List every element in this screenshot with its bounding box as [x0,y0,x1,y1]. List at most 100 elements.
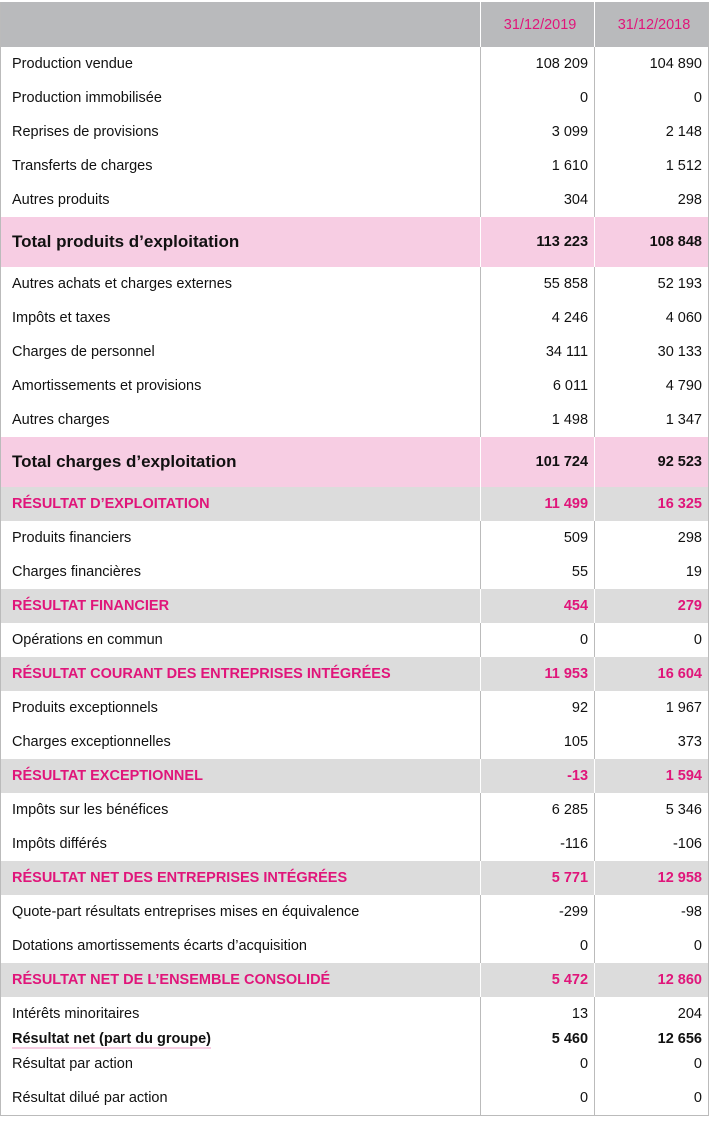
value-2018: 0 [594,1047,709,1081]
row-label-text: RÉSULTAT NET DES ENTREPRISES INTÉGRÉES [12,870,348,886]
row-label-text: Total charges d’exploitation [12,452,237,471]
value-2018: 298 [594,521,709,555]
value-2018: 16 325 [594,487,709,521]
row-label: Amortissements et provisions [0,369,481,403]
row-label-text: Produits exceptionnels [12,700,158,716]
value-2019: 101 724 [480,437,595,487]
value-2019: 13 [480,997,595,1031]
row-label: Production vendue [0,47,481,81]
value-2018: 52 193 [594,267,709,301]
value-2018: 108 848 [594,217,709,267]
row-label-text: Résultat net (part du groupe) [12,1031,211,1049]
row-label: Charges financières [0,555,481,589]
row-label: Résultat par action [0,1047,481,1081]
value-2018: 0 [594,929,709,963]
table-row: Autres achats et charges externes 55 858 5… [0,267,709,301]
value-2018: 104 890 [594,47,709,81]
table-row: Transferts de charges 1 610 1 512 [0,149,709,183]
value-2018: 279 [594,589,709,623]
row-label: Transferts de charges [0,149,481,183]
row-label-text: Impôts et taxes [12,310,111,326]
row-label: RÉSULTAT COURANT DES ENTREPRISES INTÉGRÉ… [0,657,481,691]
value-2019: 55 [480,555,595,589]
value-2019: 0 [480,623,595,657]
row-label-text: Intérêts minoritaires [12,1006,140,1022]
value-2019: 5 472 [480,963,595,997]
value-2019: 0 [480,81,595,115]
value-2019: 1 498 [480,403,595,437]
value-2018: 5 346 [594,793,709,827]
row-label-text: Quote-part résultats entreprises mises e… [12,904,360,920]
table-row: Production immobilisée 0 0 [0,81,709,115]
table-row: Charges financières 55 19 [0,555,709,589]
value-2019: 6 285 [480,793,595,827]
row-label-text: Charges de personnel [12,344,155,360]
value-2019: 0 [480,1081,595,1116]
value-2018: 19 [594,555,709,589]
value-2019: 509 [480,521,595,555]
header-label [0,2,481,47]
value-2019: 0 [480,1047,595,1081]
table-row: Charges exceptionnelles 105 373 [0,725,709,759]
table-row: Opérations en commun 0 0 [0,623,709,657]
value-2019: 108 209 [480,47,595,81]
table-header-row: 31/12/2019 31/12/2018 [0,2,709,47]
result-row: RÉSULTAT NET DE L’ENSEMBLE CONSOLIDÉ 5 47… [0,963,709,997]
row-label: Reprises de provisions [0,115,481,149]
table-row: Résultat par action 0 0 [0,1047,709,1081]
value-2018: 92 523 [594,437,709,487]
value-2019: 34 111 [480,335,595,369]
value-2019: 105 [480,725,595,759]
value-2019: -13 [480,759,595,793]
row-label: Impôts et taxes [0,301,481,335]
value-2019: 1 610 [480,149,595,183]
row-label-text: Production immobilisée [12,90,162,106]
row-label-text: RÉSULTAT EXCEPTIONNEL [12,768,203,784]
value-2018: 298 [594,183,709,217]
table-row: Production vendue 108 209 104 890 [0,47,709,81]
row-label: Résultat net (part du groupe) [1,1031,481,1049]
table-row: Amortissements et provisions 6 011 4 790 [0,369,709,403]
total-row: Total produits d’exploitation 113 223 108 … [0,217,709,267]
value-2019: 113 223 [480,217,595,267]
table-row: Autres charges 1 498 1 347 [0,403,709,437]
result-row: RÉSULTAT NET DES ENTREPRISES INTÉGRÉES 5 … [0,861,709,895]
row-label: Impôts différés [0,827,481,861]
row-label-text: Résultat dilué par action [12,1090,168,1106]
row-label: Impôts sur les bénéfices [0,793,481,827]
table-row: Impôts et taxes 4 246 4 060 [0,301,709,335]
value-2018: 0 [594,1081,709,1116]
row-label: Charges exceptionnelles [0,725,481,759]
row-label: Produits financiers [0,521,481,555]
row-label: Autres produits [0,183,481,217]
value-2019: 0 [480,929,595,963]
value-2019: -299 [480,895,595,929]
row-label-text: RÉSULTAT NET DE L’ENSEMBLE CONSOLIDÉ [12,972,331,988]
value-2019: 4 246 [480,301,595,335]
value-2018: -98 [594,895,709,929]
row-label-text: Production vendue [12,56,133,72]
value-2019: 304 [480,183,595,217]
row-label: Autres achats et charges externes [0,267,481,301]
row-label-text: Autres produits [12,192,110,208]
row-label: RÉSULTAT NET DE L’ENSEMBLE CONSOLIDÉ [0,963,481,997]
table-row: Résultat dilué par action 0 0 [0,1081,709,1116]
row-label-text: RÉSULTAT COURANT DES ENTREPRISES INTÉGRÉ… [12,666,391,682]
row-label-text: Transferts de charges [12,158,153,174]
value-2018: 2 148 [594,115,709,149]
row-label-text: Reprises de provisions [12,124,159,140]
row-label: Autres charges [0,403,481,437]
table-row: Intérêts minoritaires 13 204 [0,997,709,1031]
table-row: Autres produits 304 298 [0,183,709,217]
row-label-text: Total produits d’exploitation [12,232,240,251]
row-label: Intérêts minoritaires [0,997,481,1031]
result-row: RÉSULTAT COURANT DES ENTREPRISES INTÉGRÉ… [0,657,709,691]
value-2018: 1 347 [594,403,709,437]
row-label: Résultat dilué par action [0,1081,481,1116]
row-label-text: Autres charges [12,412,110,428]
table-row: Résultat net (part du groupe) 5 460 12 656 [1,1031,709,1049]
row-label: Total charges d’exploitation [0,437,481,487]
header-2019: 31/12/2019 [480,2,595,47]
row-label-text: Charges exceptionnelles [12,734,171,750]
value-2018: 12 860 [594,963,709,997]
